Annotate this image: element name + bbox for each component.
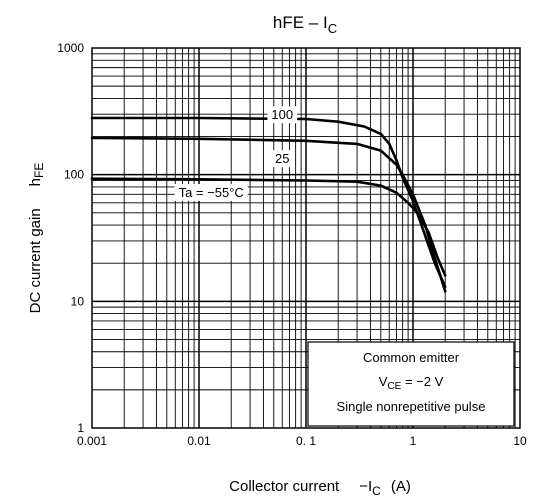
series-label-bg (174, 183, 248, 201)
y-tick-label: 1000 (57, 41, 84, 55)
x-tick-label: 1 (410, 434, 417, 448)
y-tick-label: 1 (77, 421, 84, 435)
plot-frame (91, 47, 521, 429)
series-label-1: 100 (267, 106, 298, 124)
y-axis-label: DC current gainhFE (27, 163, 46, 314)
x-tick-label: 10 (513, 434, 527, 448)
chart-title: hFE – IC (273, 13, 337, 36)
series-label-text: 25 (275, 151, 289, 166)
series-line-1 (90, 116, 447, 289)
y-tick-labels: 1 10 100 1000 (57, 41, 84, 435)
conditions-line-1: Common emitter (363, 350, 460, 365)
series-label-2: 25 (271, 150, 294, 168)
data-curves: 100 25 Ta = −55°C (90, 106, 447, 293)
x-axis-label: Collector current −IC (A) (229, 478, 411, 498)
conditions-line-3: Single nonrepetitive pulse (337, 399, 486, 414)
y-tick-label: 100 (64, 168, 84, 182)
series-label-text: Ta = −55°C (179, 185, 244, 200)
conditions-box: Common emitter VCE = −2 V Single nonrepe… (307, 341, 515, 427)
series-line-3 (90, 177, 447, 277)
x-tick-labels: 0.001 0.01 0. 1 1 10 (77, 434, 527, 448)
series-line-2 (90, 136, 447, 293)
conditions-line-2: VCE = −2 V (379, 374, 444, 392)
series-label-text: 100 (271, 107, 293, 122)
x-tick-label: 0.01 (187, 434, 211, 448)
series-label-3: Ta = −55°C (174, 183, 248, 201)
x-tick-label: 0. 1 (296, 434, 316, 448)
series-label-bg (267, 106, 298, 124)
x-tick-label: 0.001 (77, 434, 107, 448)
y-tick-label: 10 (71, 294, 85, 308)
series-label-bg (271, 150, 294, 168)
